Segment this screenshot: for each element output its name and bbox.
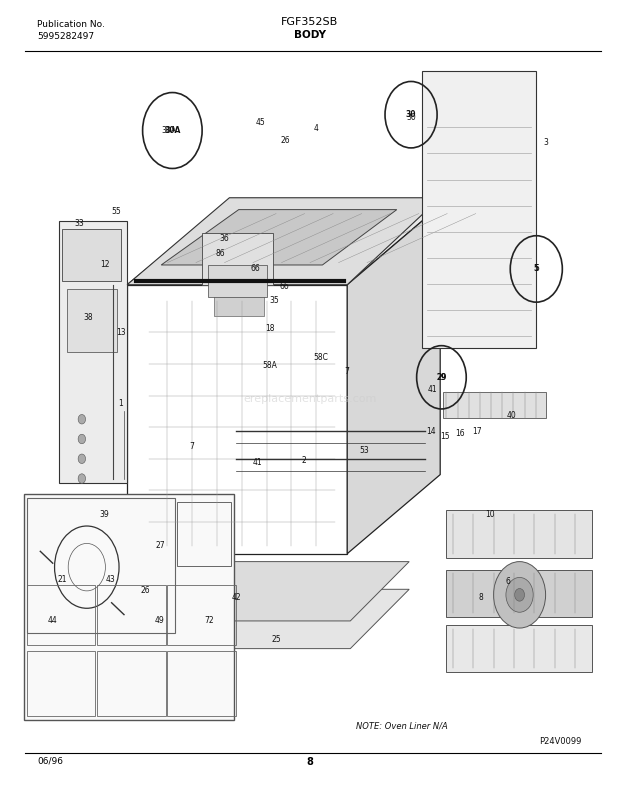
Bar (27, 498, 175, 633)
Bar (167, 651, 236, 716)
Bar (24, 494, 234, 720)
Text: 66: 66 (279, 282, 289, 291)
Text: 8: 8 (478, 592, 483, 602)
Text: 35: 35 (269, 296, 279, 305)
Text: 42: 42 (232, 592, 242, 602)
Polygon shape (59, 221, 127, 483)
Text: 45: 45 (255, 118, 265, 127)
Text: 58A: 58A (262, 361, 277, 370)
Text: 21: 21 (57, 574, 67, 584)
Text: 13: 13 (116, 327, 126, 337)
Bar (214, 297, 264, 316)
Circle shape (506, 577, 533, 612)
Bar (97, 651, 166, 716)
Bar (27, 585, 95, 645)
Text: 7: 7 (345, 367, 350, 377)
Text: 29: 29 (436, 373, 446, 382)
Text: 30A: 30A (164, 126, 180, 135)
Bar (62, 229, 121, 281)
Text: 5: 5 (534, 264, 539, 274)
Text: 12: 12 (100, 260, 110, 270)
Polygon shape (446, 625, 592, 672)
Text: 5: 5 (534, 264, 539, 274)
Bar (202, 233, 273, 285)
Bar (422, 71, 536, 348)
Text: 18: 18 (265, 324, 275, 333)
Circle shape (78, 434, 86, 444)
Text: 39: 39 (99, 509, 109, 519)
Text: 1: 1 (118, 399, 123, 408)
Text: 14: 14 (426, 426, 436, 436)
Text: 2: 2 (301, 456, 306, 465)
Bar (67, 289, 117, 352)
Polygon shape (446, 570, 592, 617)
Text: 26: 26 (280, 136, 290, 146)
Circle shape (78, 474, 86, 483)
Text: 16: 16 (455, 429, 465, 438)
Polygon shape (446, 510, 592, 558)
Circle shape (515, 589, 525, 601)
Polygon shape (127, 198, 440, 285)
Polygon shape (161, 210, 397, 265)
Text: 55: 55 (112, 206, 122, 216)
Text: FGF352SB: FGF352SB (281, 17, 339, 28)
Bar (167, 585, 236, 645)
Text: 41: 41 (252, 458, 262, 467)
Text: 5995282497: 5995282497 (37, 32, 94, 40)
Polygon shape (167, 589, 409, 649)
Circle shape (494, 562, 546, 628)
Text: Publication No.: Publication No. (37, 20, 105, 28)
Text: 86: 86 (215, 248, 225, 258)
Text: 33: 33 (74, 218, 84, 228)
Text: 17: 17 (472, 426, 482, 436)
Text: 15: 15 (440, 432, 450, 441)
Text: 30: 30 (406, 110, 416, 119)
Text: 06/96: 06/96 (37, 757, 63, 766)
Text: 49: 49 (155, 616, 165, 626)
Polygon shape (347, 206, 440, 554)
Bar (208, 265, 267, 297)
Text: 36: 36 (219, 234, 229, 244)
Circle shape (78, 414, 86, 424)
Text: 44: 44 (48, 616, 58, 626)
Text: NOTE: Oven Liner N/A: NOTE: Oven Liner N/A (356, 721, 448, 731)
Polygon shape (127, 206, 440, 285)
Text: ereplacementparts.com: ereplacementparts.com (243, 395, 377, 404)
Text: 4: 4 (314, 123, 319, 133)
Text: BODY: BODY (294, 30, 326, 40)
Text: 41: 41 (428, 384, 438, 394)
Text: 10: 10 (485, 509, 495, 519)
Bar (97, 585, 166, 645)
Text: 72: 72 (205, 616, 215, 626)
Text: 38: 38 (84, 313, 94, 323)
Text: 26: 26 (141, 586, 151, 596)
Text: 40: 40 (507, 411, 516, 420)
Text: 43: 43 (105, 574, 115, 584)
Bar (177, 502, 231, 566)
Text: 29: 29 (436, 373, 446, 382)
Text: 27: 27 (155, 541, 165, 551)
Text: 30A: 30A (161, 126, 176, 135)
Bar (27, 651, 95, 716)
Text: 8: 8 (306, 757, 314, 767)
Text: 3: 3 (543, 138, 548, 147)
Text: 6: 6 (506, 577, 511, 586)
Polygon shape (167, 562, 409, 621)
Text: 58C: 58C (314, 353, 329, 362)
Text: 66: 66 (250, 264, 260, 274)
Text: P24V0099: P24V0099 (539, 737, 582, 747)
Text: 53: 53 (360, 446, 370, 456)
Text: 30: 30 (406, 112, 416, 122)
Circle shape (78, 454, 86, 464)
Text: 25: 25 (271, 634, 281, 644)
Text: 7: 7 (190, 442, 195, 452)
Bar (443, 392, 546, 418)
